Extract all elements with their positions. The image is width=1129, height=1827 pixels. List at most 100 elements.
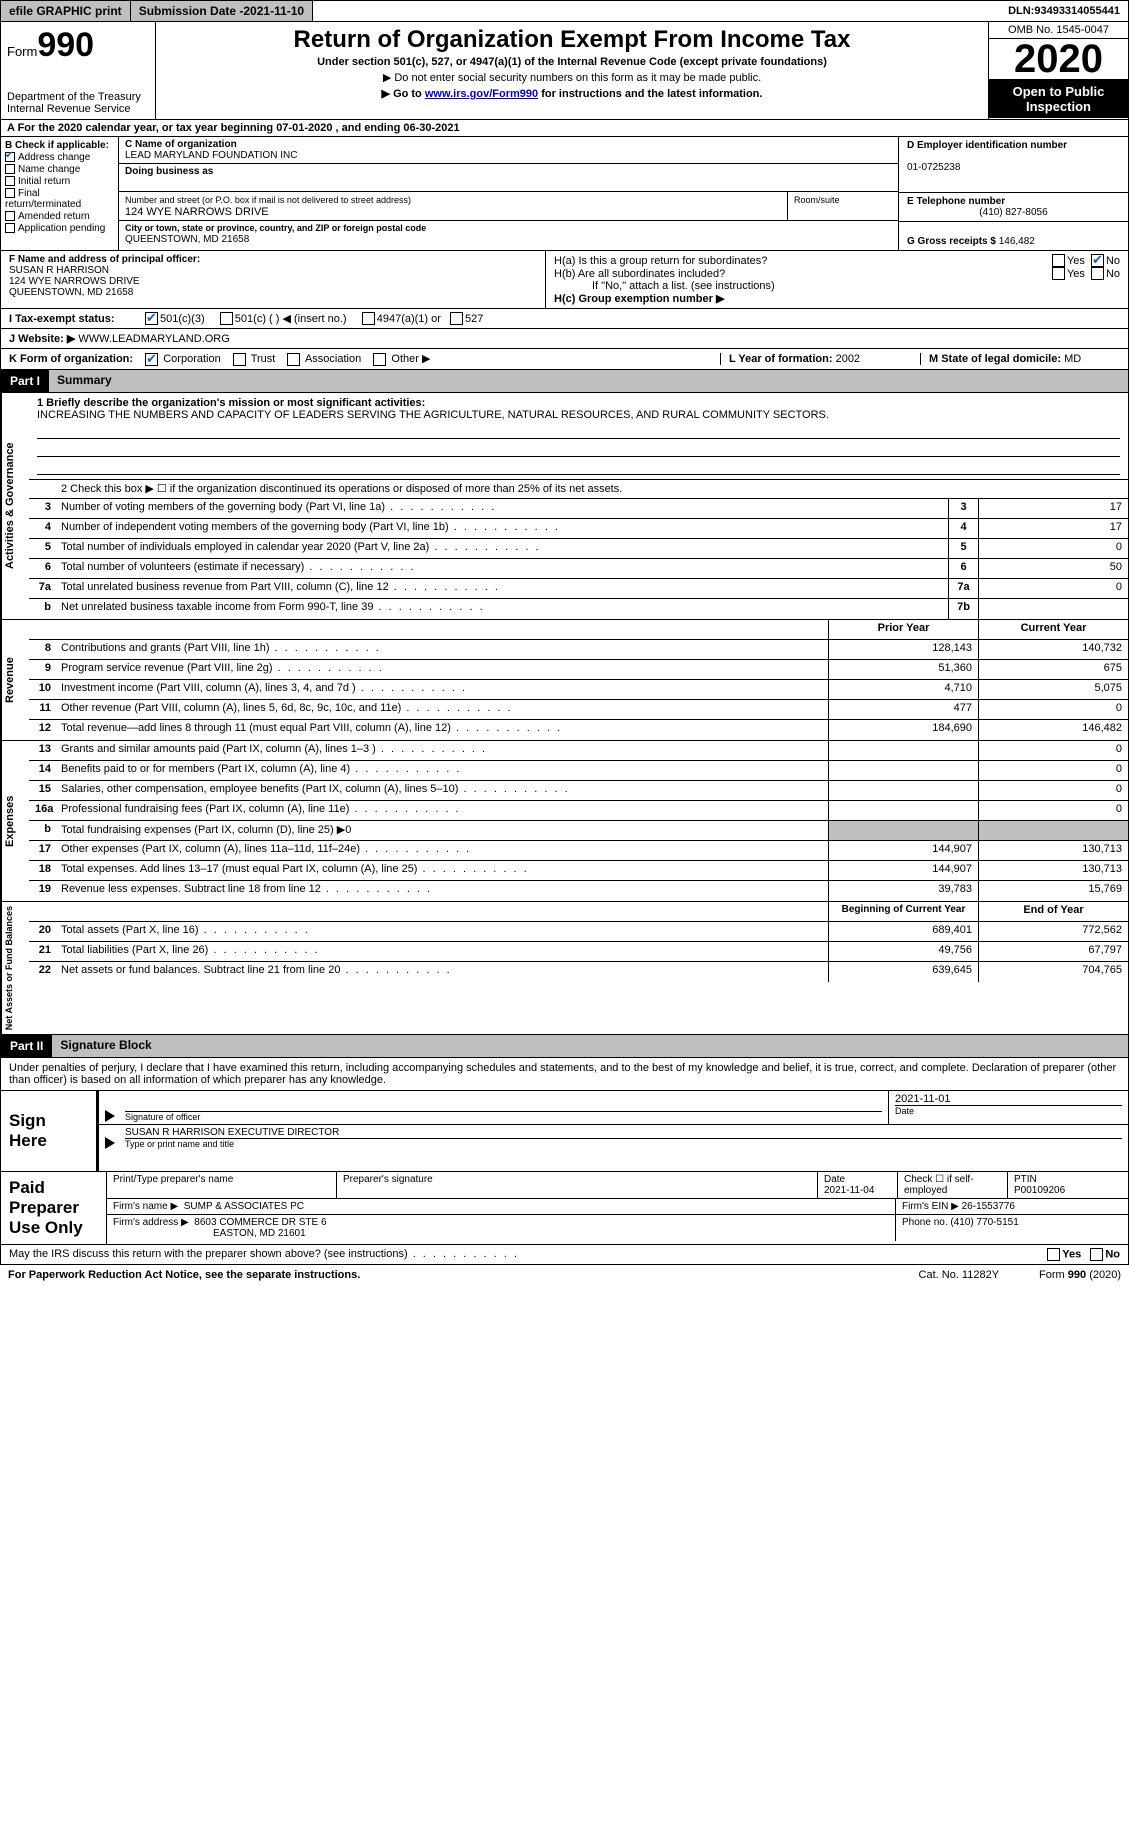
chk-other[interactable]: [373, 353, 386, 366]
line-num: b: [29, 599, 57, 619]
city-label: City or town, state or province, country…: [125, 223, 426, 233]
chk-amended-return[interactable]: Amended return: [5, 211, 114, 222]
line-box: 6: [948, 559, 978, 578]
current-year-header: Current Year: [978, 620, 1128, 639]
checkbox-icon: [5, 211, 15, 221]
h-a-yes-checkbox[interactable]: [1052, 254, 1065, 267]
h-a-no-checkbox[interactable]: [1091, 254, 1104, 267]
chk-initial-return[interactable]: Initial return: [5, 176, 114, 187]
room-label: Room/suite: [794, 195, 840, 205]
footer-paperwork: For Paperwork Reduction Act Notice, see …: [8, 1269, 360, 1281]
summary-line: 17 Other expenses (Part IX, column (A), …: [29, 841, 1128, 861]
vtab-revenue: Revenue: [1, 620, 29, 740]
h-a-line: H(a) Is this a group return for subordin…: [554, 254, 1120, 267]
opt-4947: 4947(a)(1) or: [377, 313, 441, 325]
underline: [37, 441, 1120, 457]
sign-here-block: Sign Here Signature of officer 2021-11-0…: [0, 1091, 1129, 1172]
firm-ein-cell: Firm's EIN ▶ 26-1553776: [896, 1199, 1128, 1214]
current-year-val: 0: [978, 700, 1128, 719]
chk-527[interactable]: [450, 312, 463, 325]
section-c: C Name of organization LEAD MARYLAND FOU…: [119, 137, 898, 250]
part-2-header: Part II Signature Block: [0, 1035, 1129, 1058]
addr-value: 124 WYE NARROWS DRIVE: [125, 206, 269, 218]
org-name-box: C Name of organization LEAD MARYLAND FOU…: [119, 137, 898, 164]
prior-year-val: 128,143: [828, 640, 978, 659]
city-value: QUEENSTOWN, MD 21658: [125, 234, 249, 245]
discuss-yes-checkbox[interactable]: [1047, 1248, 1060, 1261]
form-subtitle: Under section 501(c), 527, or 4947(a)(1)…: [166, 56, 978, 68]
line-text: Program service revenue (Part VIII, line…: [57, 660, 828, 679]
h-b-label: H(b) Are all subordinates included?: [554, 268, 1046, 280]
note2-pre: ▶ Go to: [382, 88, 425, 100]
row-k-l-m: K Form of organization: Corporation Trus…: [0, 349, 1129, 370]
end-year-header: End of Year: [978, 902, 1128, 921]
chk-label: Address change: [18, 152, 90, 163]
submission-date: 2021-11-10: [243, 4, 304, 18]
section-l: L Year of formation: 2002: [720, 353, 920, 365]
firm-addr-cell: Firm's address ▶ 8603 COMMERCE DR STE 6 …: [107, 1215, 896, 1241]
current-year-val: 704,765: [978, 962, 1128, 982]
line-text: Total revenue—add lines 8 through 11 (mu…: [57, 720, 828, 740]
line-num: 21: [29, 942, 57, 961]
opt-other: Other ▶: [391, 353, 430, 365]
current-year-val: 0: [978, 781, 1128, 800]
signature-intro: Under penalties of perjury, I declare th…: [0, 1058, 1129, 1091]
line-text: Number of independent voting members of …: [57, 519, 948, 538]
chk-address-change[interactable]: Address change: [5, 152, 114, 163]
line-text: Total number of volunteers (estimate if …: [57, 559, 948, 578]
prior-year-val: 39,783: [828, 881, 978, 901]
chk-corporation[interactable]: [145, 353, 158, 366]
efile-button[interactable]: efile GRAPHIC print: [1, 1, 131, 21]
gross-value: 146,482: [999, 236, 1035, 247]
current-year-val: 140,732: [978, 640, 1128, 659]
h-b-no-checkbox[interactable]: [1091, 267, 1104, 280]
irs-link[interactable]: www.irs.gov/Form990: [425, 88, 538, 100]
ein-value: 01-0725238: [907, 162, 960, 173]
chk-name-change[interactable]: Name change: [5, 164, 114, 175]
chk-application-pending[interactable]: Application pending: [5, 223, 114, 234]
summary-line: 16a Professional fundraising fees (Part …: [29, 801, 1128, 821]
summary-line: 8 Contributions and grants (Part VIII, l…: [29, 640, 1128, 660]
blank: [29, 620, 57, 639]
firm-phone-cell: Phone no. (410) 770-5151: [896, 1215, 1128, 1241]
summary-line: 22 Net assets or fund balances. Subtract…: [29, 962, 1128, 982]
underline: [37, 459, 1120, 475]
section-h: H(a) Is this a group return for subordin…: [546, 251, 1128, 308]
arrow-icon: [99, 1091, 119, 1124]
dba-label: Doing business as: [125, 166, 213, 177]
chk-501c[interactable]: [220, 312, 233, 325]
chk-trust[interactable]: [233, 353, 246, 366]
vtab-expenses: Expenses: [1, 741, 29, 901]
line-text: Benefits paid to or for members (Part IX…: [57, 761, 828, 780]
blank: [57, 902, 828, 921]
dln-value: 93493314055441: [1034, 5, 1120, 17]
chk-association[interactable]: [287, 353, 300, 366]
line-num: 20: [29, 922, 57, 941]
part-1-title: Summary: [49, 370, 1128, 392]
firm-ein-label: Firm's EIN ▶: [902, 1201, 959, 1212]
form-prefix: Form: [7, 44, 37, 59]
line-num: 13: [29, 741, 57, 760]
opt-527: 527: [465, 313, 483, 325]
line-text: Contributions and grants (Part VIII, lin…: [57, 640, 828, 659]
officer-name-row: SUSAN R HARRISON EXECUTIVE DIRECTOR Type…: [99, 1125, 1128, 1151]
line-box: 5: [948, 539, 978, 558]
chk-label: Final return/terminated: [5, 188, 81, 210]
line-box: 3: [948, 499, 978, 518]
name-label: Type or print name and title: [125, 1138, 1122, 1149]
firm-name-row: Firm's name ▶ SUMP & ASSOCIATES PC Firm'…: [107, 1199, 1128, 1215]
prior-year-val: [828, 761, 978, 780]
h-b-yes-checkbox[interactable]: [1052, 267, 1065, 280]
opt-assoc: Association: [305, 353, 361, 365]
prep-h-sig: Preparer's signature: [337, 1172, 818, 1198]
summary-line: b Net unrelated business taxable income …: [29, 599, 1128, 619]
checkbox-icon: [5, 188, 15, 198]
line-2-text: 2 Check this box ▶ ☐ if the organization…: [29, 480, 1128, 498]
chk-final-return[interactable]: Final return/terminated: [5, 188, 114, 210]
discuss-no-checkbox[interactable]: [1090, 1248, 1103, 1261]
row-j: J Website: ▶ WWW.LEADMARYLAND.ORG: [0, 329, 1129, 349]
chk-501c3[interactable]: [145, 312, 158, 325]
chk-4947[interactable]: [362, 312, 375, 325]
firm-addr-label: Firm's address ▶: [113, 1217, 189, 1228]
submission-date-cell: Submission Date - 2021-11-10: [131, 1, 313, 21]
